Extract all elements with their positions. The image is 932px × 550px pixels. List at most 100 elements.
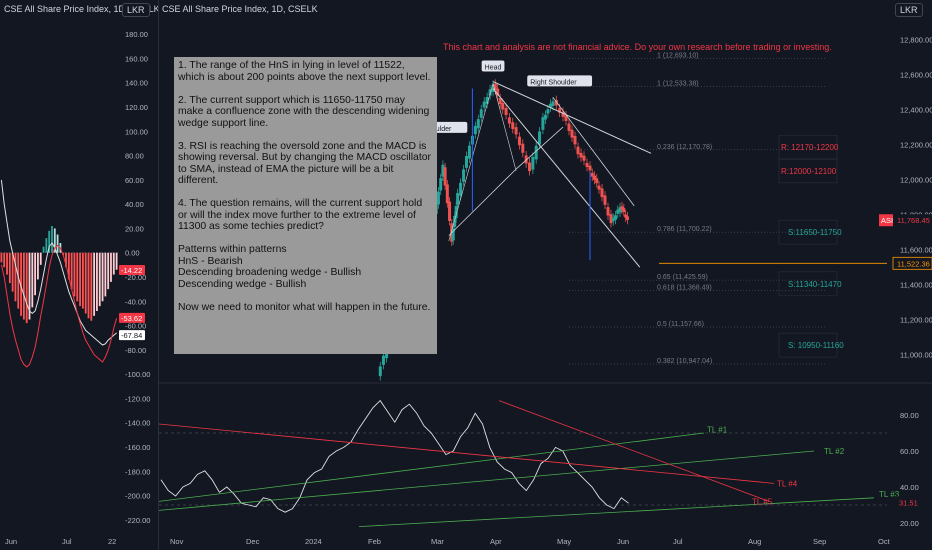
- price-candle-body: [436, 191, 440, 205]
- macd-y-tick-label: 0.00: [125, 249, 140, 258]
- price-candle-body: [561, 111, 565, 117]
- price-x-tick-label: May: [557, 537, 571, 546]
- macd-y-tick-label: -180.00: [125, 467, 150, 476]
- macd-y-tick-label: -20.00: [125, 273, 146, 282]
- price-candle-body: [507, 117, 511, 124]
- macd-signal-line: [0, 244, 118, 368]
- price-candle-body: [491, 84, 495, 92]
- zone-label: S:11650-11750: [788, 228, 842, 237]
- zone-box: [778, 271, 838, 297]
- macd-histogram-bar: [14, 252, 17, 302]
- price-x-tick-label: Nov: [170, 537, 184, 546]
- price-candle-body: [538, 131, 542, 145]
- price-candle-body: [511, 122, 515, 129]
- price-candle-body: [620, 206, 624, 210]
- price-y-tick-label: 11,600.00: [900, 246, 932, 255]
- macd-histogram-bar: [73, 252, 76, 297]
- price-x-tick-label: Sep: [813, 537, 826, 546]
- macd-histogram-bar: [11, 252, 14, 292]
- macd-histogram-bar: [42, 246, 45, 253]
- price-candle-body: [453, 215, 457, 227]
- macd-histogram-bar: [101, 252, 104, 302]
- price-candle-body: [451, 228, 455, 241]
- price-candle-body: [597, 185, 601, 190]
- price-last-value: 11,768.45: [897, 216, 930, 225]
- target-value-label: 11,522.36: [897, 259, 930, 268]
- rsi-y-tick-label: 20.00: [900, 519, 919, 528]
- pattern-label: Head: [485, 65, 502, 72]
- macd-histogram-bar: [37, 252, 39, 280]
- macd-histogram-bar: [70, 252, 73, 290]
- macd-histogram-bar: [31, 252, 34, 308]
- macd-y-tick-label: 40.00: [125, 200, 144, 209]
- macd-y-tick-label: 80.00: [125, 152, 144, 161]
- macd-histogram-bar: [8, 252, 11, 284]
- price-x-tick-label: Apr: [490, 537, 502, 546]
- macd-histogram-bar: [34, 252, 37, 296]
- broadening-wedge-upper-line: [492, 81, 652, 154]
- price-candle-body: [614, 215, 617, 220]
- note-paragraph-3: 3. RSI is reaching the oversold zone and…: [178, 140, 431, 187]
- price-candle-body: [582, 155, 586, 161]
- price-y-tick-label: 12,000.00: [900, 176, 932, 185]
- price-y-tick-label: 11,200.00: [900, 316, 932, 325]
- macd-y-tick-label: 120.00: [125, 103, 148, 112]
- price-candle-body: [479, 109, 483, 118]
- price-candle-body: [576, 146, 580, 155]
- price-candle-body: [554, 99, 558, 106]
- macd-histogram-bar: [51, 226, 53, 253]
- price-candle-body: [595, 178, 599, 184]
- macd-value-label: -67.84: [121, 331, 142, 340]
- macd-histogram-bar: [84, 252, 87, 314]
- macd-histogram-bar: [20, 252, 22, 316]
- price-candle-body: [603, 195, 607, 205]
- fib-level-label: 0.618 (11,368.49): [657, 284, 712, 291]
- macd-y-tick-label: 60.00: [125, 176, 144, 185]
- price-candle-body: [570, 129, 574, 138]
- macd-histogram-bar: [67, 252, 70, 280]
- macd-y-tick-label: -100.00: [125, 370, 150, 379]
- price-candle-body: [618, 207, 622, 213]
- macd-x-tick-label: 22: [108, 537, 116, 546]
- macd-y-tick-label: -140.00: [125, 419, 150, 428]
- rsi-trendline-label: TL #5: [752, 497, 773, 506]
- price-candle-body: [585, 162, 589, 168]
- note-paragraph-6: Now we need to monitor what will happen …: [178, 301, 431, 313]
- price-candle-body: [528, 162, 531, 172]
- price-y-tick-label: 11,000.00: [900, 351, 932, 360]
- zone-box: [778, 219, 838, 245]
- price-candle-body: [624, 214, 628, 218]
- macd-histogram-bar: [25, 252, 28, 324]
- zone-box: [778, 158, 838, 184]
- rsi-trendline: [358, 497, 875, 527]
- note-paragraph-4: 4. The question remains, will the curren…: [178, 198, 423, 232]
- price-x-tick-label: Dec: [246, 537, 260, 546]
- main-currency-button[interactable]: LKR: [895, 3, 923, 17]
- price-candle-body: [622, 208, 626, 213]
- price-candle-body: [524, 155, 528, 164]
- note-paragraph-2: 2. The current support which is 11650-11…: [178, 94, 430, 129]
- neckline-right: [515, 126, 564, 170]
- macd-histogram-bar: [112, 252, 115, 275]
- price-candle-body: [498, 98, 502, 105]
- macd-y-tick-label: 180.00: [125, 30, 148, 39]
- price-x-tick-label: Oct: [878, 537, 891, 546]
- rsi-trendline: [159, 450, 815, 511]
- macd-x-tick-label: Jun: [5, 537, 17, 546]
- price-candle-body: [616, 209, 620, 214]
- macd-value-label: -53.62: [121, 314, 142, 323]
- macd-histogram-bar: [98, 252, 101, 307]
- price-candle-body: [496, 88, 500, 96]
- price-candle-body: [606, 207, 610, 216]
- pattern-label-box: [527, 75, 593, 87]
- macd-pane: 180.00 160.00 140.00 120.00 100.00 80.00 60.00…: [0, 0, 159, 550]
- price-candle-body: [611, 217, 615, 222]
- macd-histogram-bar: [104, 252, 107, 297]
- left-currency-button[interactable]: LKR: [122, 3, 150, 17]
- fib-level-label: 0.382 (10,947.04): [657, 358, 712, 365]
- fib-level-label: 0.786 (11,700.22): [657, 226, 712, 233]
- price-y-tick-label: 12,600.00: [900, 71, 932, 80]
- price-candle-body: [443, 167, 447, 186]
- macd-y-tick-label: -40.00: [125, 297, 146, 306]
- left-chart-title: CSE All Share Price Index, 1D, CSELK: [4, 4, 159, 14]
